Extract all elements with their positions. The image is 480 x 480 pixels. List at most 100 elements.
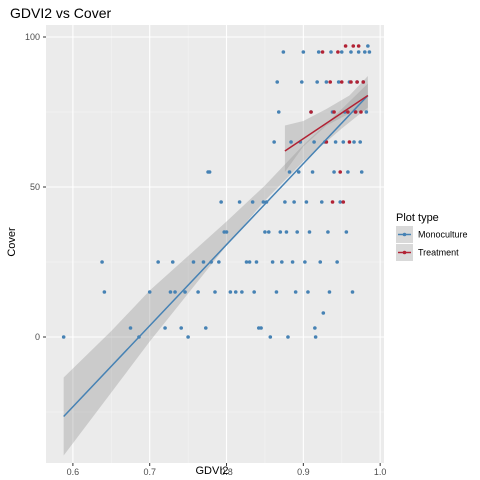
data-point xyxy=(361,80,366,84)
data-point xyxy=(203,326,208,330)
data-point xyxy=(224,230,229,234)
data-point xyxy=(324,80,329,84)
data-point xyxy=(183,290,187,294)
data-point xyxy=(356,50,361,54)
data-point xyxy=(341,200,346,204)
data-point xyxy=(338,170,343,174)
x-tick-label: 1.0 xyxy=(374,467,387,477)
legend-label: Monoculture xyxy=(418,230,468,240)
data-point xyxy=(303,260,307,264)
data-point xyxy=(289,140,293,144)
data-point xyxy=(312,140,316,144)
data-point xyxy=(272,140,276,144)
data-point xyxy=(338,200,343,204)
data-point xyxy=(343,44,348,48)
legend-items: Monoculture Treatment xyxy=(396,226,468,261)
fit-lines xyxy=(63,94,369,418)
data-point xyxy=(237,200,242,204)
data-point xyxy=(321,311,326,315)
data-point xyxy=(327,290,332,294)
data-point xyxy=(168,290,173,294)
data-point xyxy=(295,230,299,234)
data-point xyxy=(332,170,336,174)
data-point xyxy=(353,110,358,114)
x-tick-label: 0.7 xyxy=(143,467,156,477)
data-point xyxy=(196,290,200,294)
data-point xyxy=(61,335,66,339)
data-point xyxy=(339,50,344,54)
confidence-band xyxy=(63,83,368,456)
data-point xyxy=(233,290,238,294)
y-tick-label: 0 xyxy=(35,332,40,342)
data-point xyxy=(290,260,295,264)
data-point xyxy=(270,260,275,264)
data-point xyxy=(319,200,324,204)
data-point xyxy=(336,50,340,54)
data-point xyxy=(250,200,255,204)
data-point xyxy=(307,230,312,234)
data-point xyxy=(351,44,356,48)
data-point xyxy=(364,110,369,114)
data-point xyxy=(313,335,318,339)
data-point xyxy=(278,230,283,234)
data-point xyxy=(328,80,333,84)
y-tick-label: 100 xyxy=(25,32,40,42)
data-point xyxy=(179,326,183,330)
data-point xyxy=(313,326,317,330)
data-point xyxy=(163,326,167,330)
data-point xyxy=(173,290,177,294)
data-point xyxy=(100,260,104,264)
data-point xyxy=(333,140,338,144)
data-point xyxy=(339,80,344,84)
y-tick-label: 50 xyxy=(30,182,40,192)
data-point xyxy=(276,110,281,114)
data-point xyxy=(304,200,309,204)
data-point xyxy=(346,110,350,114)
data-point xyxy=(359,110,363,114)
y-axis-ticks: 0 50 100 xyxy=(25,32,46,342)
data-point xyxy=(349,80,353,84)
data-point xyxy=(247,260,252,264)
data-point xyxy=(219,200,223,204)
data-point xyxy=(213,290,217,294)
data-point xyxy=(318,260,323,264)
data-point xyxy=(335,260,339,264)
data-point xyxy=(156,260,160,264)
data-point xyxy=(128,326,133,330)
data-point xyxy=(320,50,325,54)
data-point xyxy=(366,44,370,48)
legend: Plot type Monoculture Treatment xyxy=(396,212,468,261)
x-tick-label: 0.6 xyxy=(67,467,80,477)
data-point xyxy=(293,290,298,294)
panel-background xyxy=(46,25,384,463)
legend-key-point xyxy=(402,250,407,255)
data-point xyxy=(254,260,259,264)
data-point xyxy=(341,140,346,144)
data-point xyxy=(315,80,319,84)
data-point xyxy=(367,50,372,54)
chart-title: GDVI2 vs Cover xyxy=(10,5,111,21)
data-point xyxy=(344,230,349,234)
x-axis-title: GDVI2 xyxy=(195,465,228,477)
x-tick-label: 0.8 xyxy=(220,467,233,477)
data-point xyxy=(252,290,256,294)
data-point xyxy=(259,326,263,330)
data-point xyxy=(362,50,367,54)
data-point xyxy=(284,230,289,234)
data-point xyxy=(275,80,280,84)
data-point xyxy=(306,290,310,294)
data-point xyxy=(283,200,287,204)
data-point xyxy=(281,50,286,54)
data-point xyxy=(170,260,175,264)
data-point xyxy=(274,290,279,294)
data-point xyxy=(300,80,304,84)
fit-line xyxy=(284,94,369,152)
x-tick-label: 0.9 xyxy=(297,467,310,477)
data-point xyxy=(244,260,249,264)
x-axis-ticks: 0.6 0.7 0.8 0.9 1.0 xyxy=(67,463,387,477)
data-point xyxy=(330,200,335,204)
data-point xyxy=(296,170,301,174)
data-point xyxy=(266,230,271,234)
data-point xyxy=(147,290,152,294)
data-point xyxy=(228,290,233,294)
